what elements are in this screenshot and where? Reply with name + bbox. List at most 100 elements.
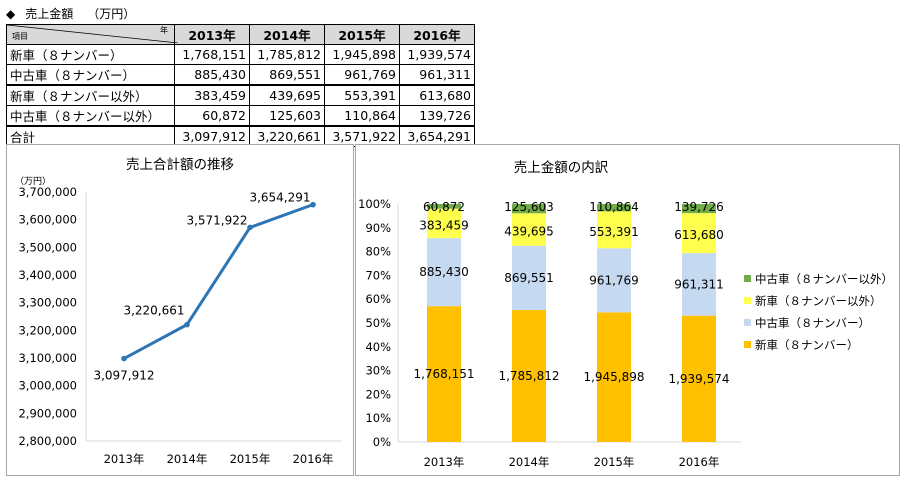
bar-segment	[512, 245, 546, 311]
bar-segment	[597, 312, 631, 442]
legend-swatch	[744, 297, 751, 304]
data-point	[121, 355, 127, 362]
data-label: 885,430	[419, 265, 469, 279]
y-tick-label: 60%	[365, 292, 391, 306]
data-label: 110,864	[589, 200, 639, 214]
data-label: 613,680	[674, 228, 724, 242]
x-tick-label: 2016年	[679, 455, 720, 469]
data-label: 439,695	[504, 225, 554, 239]
bar-segment	[427, 204, 461, 209]
data-label: 1,939,574	[668, 372, 729, 386]
sales-table: 年 項目 2013年 2014年 2015年 2016年 新車（８ナンバー） 1…	[6, 24, 475, 147]
y-tick-label: 90%	[365, 221, 391, 235]
row-label: 新車（８ナンバー）	[6, 44, 175, 65]
table-cell: 869,551	[249, 64, 325, 86]
table-row: 中古車（８ナンバー） 885,430 869,551 961,769 961,3…	[6, 64, 475, 86]
legend-swatch	[744, 341, 751, 348]
data-label: 125,603	[504, 200, 554, 214]
legend-swatch	[744, 275, 751, 282]
legend-entry: 新車（８ナンバー以外）	[755, 294, 882, 308]
x-tick-label: 2015年	[230, 452, 271, 466]
table-cell: 1,768,151	[174, 44, 250, 65]
table-cell: 139,726	[399, 105, 475, 127]
legend-swatch	[744, 319, 751, 326]
data-label: 60,872	[423, 200, 465, 214]
data-label: 139,726	[674, 200, 724, 214]
bar-segment	[597, 204, 631, 212]
table-cell: 885,430	[174, 64, 250, 86]
y-tick-label: 30%	[365, 364, 391, 378]
table-row: 中古車（８ナンバー以外） 60,872 125,603 110,864 139,…	[6, 105, 475, 127]
section-header: ◆ 売上金額 （万円）	[6, 5, 135, 23]
bar-segment	[512, 310, 546, 442]
table-cell: 110,864	[324, 105, 400, 127]
data-point	[310, 201, 316, 208]
table-cell: 553,391	[324, 84, 400, 106]
data-label: 1,768,151	[413, 367, 474, 381]
y-tick-label: 40%	[365, 340, 391, 354]
data-label: 383,459	[419, 218, 469, 232]
data-label: 869,551	[504, 271, 554, 285]
table-header-row: 年 項目 2013年 2014年 2015年 2016年	[6, 24, 475, 45]
x-tick-label: 2014年	[509, 455, 550, 469]
table-row: 新車（８ナンバー） 1,768,151 1,785,812 1,945,898 …	[6, 44, 475, 65]
y-tick-label: 80%	[365, 245, 391, 259]
data-label: 961,311	[674, 277, 724, 291]
y-tick-label: 2,800,000	[18, 434, 77, 448]
table-total-row: 合計 3,097,912 3,220,661 3,571,922 3,654,2…	[6, 125, 475, 147]
bar-segment	[682, 253, 716, 316]
corner-year-label: 年	[160, 26, 168, 35]
x-tick-label: 2013年	[424, 455, 465, 469]
table-cell: 383,459	[174, 84, 250, 106]
x-tick-label: 2014年	[167, 452, 208, 466]
bar-segment	[682, 204, 716, 214]
section-title: 売上金額	[25, 7, 74, 21]
legend-entry: 新車（８ナンバー）	[755, 338, 859, 352]
row-label: 中古車（８ナンバー）	[6, 64, 175, 86]
bar-segment	[597, 248, 631, 313]
table-cell: 613,680	[399, 84, 475, 106]
chart-title: 売上金額の内訳	[514, 160, 609, 176]
chart-title: 売上合計額の推移	[126, 157, 234, 173]
table-cell: 439,695	[249, 84, 325, 106]
corner-diagonal	[7, 25, 178, 43]
y-tick-label: 3,200,000	[18, 323, 77, 337]
bar-segment	[427, 208, 461, 239]
data-label: 961,769	[589, 273, 639, 287]
data-label: 3,654,291	[249, 191, 310, 205]
y-tick-label: 3,300,000	[18, 296, 77, 310]
y-tick-label: 50%	[365, 316, 391, 330]
table-cell: 1,945,898	[324, 44, 400, 65]
data-label: 553,391	[589, 225, 639, 239]
data-label: 1,945,898	[583, 370, 644, 384]
row-label: 新車（８ナンバー以外）	[6, 84, 175, 106]
legend-entry: 中古車（８ナンバー以外）	[755, 272, 893, 286]
x-tick-label: 2015年	[594, 455, 635, 469]
column-header: 2013年	[174, 24, 250, 45]
series-line	[123, 203, 314, 360]
y-tick-label: 3,500,000	[18, 240, 77, 254]
column-header: 2015年	[324, 24, 400, 45]
y-tick-label: 3,000,000	[18, 379, 77, 393]
data-label: 3,571,922	[186, 213, 247, 227]
bar-segment	[597, 211, 631, 249]
y-tick-label: 20%	[365, 387, 391, 401]
table-cell: 1,939,574	[399, 44, 475, 65]
table-cell: 961,769	[324, 64, 400, 86]
bar-segment	[427, 306, 461, 442]
legend-entry: 中古車（８ナンバー）	[755, 316, 870, 330]
y-tick-label: 100%	[358, 197, 391, 211]
data-label: 1,785,812	[498, 369, 559, 383]
table-corner-cell: 年 項目	[6, 24, 178, 45]
table-row: 新車（８ナンバー以外） 383,459 439,695 553,391 613,…	[6, 84, 475, 106]
bar-segment	[512, 204, 546, 214]
table-cell: 1,785,812	[249, 44, 325, 65]
y-tick-label: 3,600,000	[18, 213, 77, 227]
bar-segment	[682, 213, 716, 254]
bar-segment	[682, 315, 716, 442]
column-header: 2014年	[249, 24, 325, 45]
corner-item-label: 項目	[12, 32, 28, 41]
stacked-bar-chart-panel: 売上金額の内訳 0% 10% 20% 30% 40% 50% 60% 70% 80% 90% 100%…	[355, 144, 900, 476]
data-label: 3,220,661	[123, 304, 184, 318]
x-tick-label: 2016年	[293, 452, 334, 466]
